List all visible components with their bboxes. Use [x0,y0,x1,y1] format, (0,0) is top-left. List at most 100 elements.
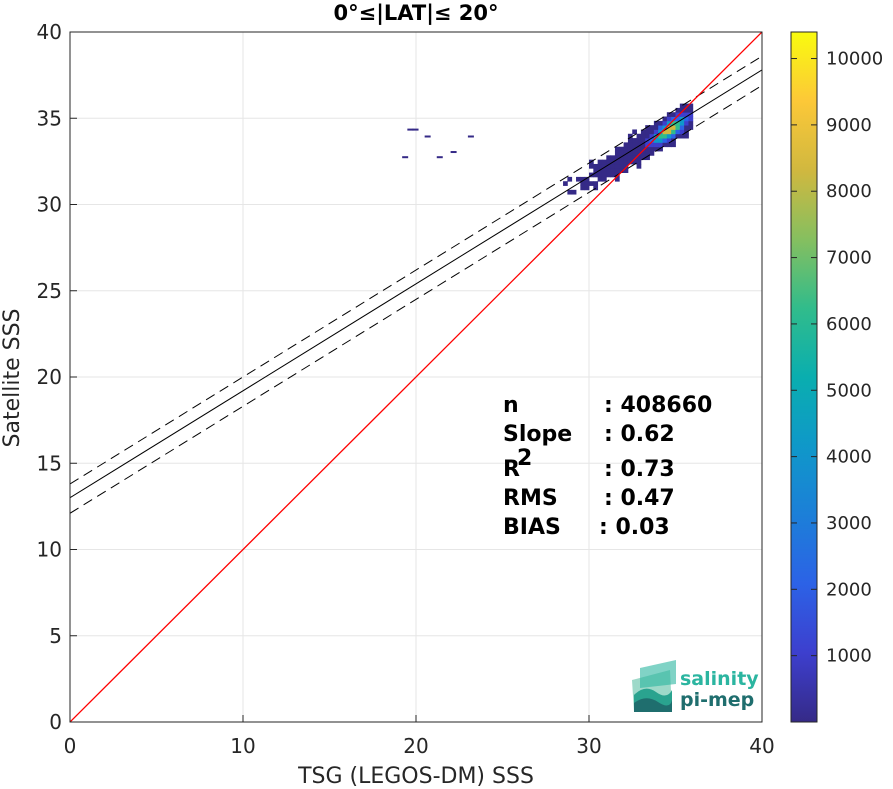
heatmap-cell [649,125,655,130]
heatmap-cell [645,142,650,148]
stat-value-n: : 408660 [604,393,712,418]
lower-bound-line [70,85,762,514]
heatmap-cell [580,181,586,186]
heatmap-cell [649,133,655,139]
logo-text-pimep: pi-mep [680,689,754,711]
heatmap-cell [614,159,620,165]
wave-logo-icon [632,660,676,712]
heatmap-cell [666,116,672,122]
x-axis-label: TSG (LEGOS-DM) SSS [297,764,534,789]
heatmap-cell [601,176,607,182]
heatmap-cell [684,120,689,126]
heatmap-cell [688,120,694,126]
heatmap-cell [679,107,685,113]
heatmap-cell [671,133,676,139]
heatmap-cell [640,142,646,148]
heatmap-cell [671,116,676,122]
heatmap-cell [679,129,685,135]
y-tick-label: 15 [37,451,62,475]
heatmap-cell [632,159,637,165]
heatmap-cell [636,163,642,169]
heatmap-cell [666,129,672,135]
heatmap-cell [666,112,672,117]
heatmap-cell [627,133,633,139]
heatmap-cell [614,155,620,161]
colorbar-tick-label: 1000 [826,646,872,667]
heatmap-cell [597,159,603,165]
heatmap-cell [649,138,655,143]
heatmap-cell [645,151,650,156]
heatmap-cell [662,133,668,139]
upper-bound-line [70,55,762,485]
heatmap-cell [450,151,457,154]
heatmap-cell [658,138,663,143]
heatmap-cell [402,156,409,159]
regression-line [70,69,762,499]
heatmap-cell [580,185,586,191]
heatmap-cell [567,176,573,182]
heatmap-cell [610,168,616,173]
heatmap-cell [640,151,646,156]
y-axis-label: Satellite SSS [0,309,25,448]
heatmap-cell [671,112,676,117]
stat-value-rms: : 0.47 [604,486,675,511]
heatmap-cell [584,181,590,186]
heatmap-cell [671,120,676,126]
heatmap-cell [623,146,629,152]
heatmap-cell [662,138,668,143]
heatmap-cell [666,120,672,126]
heatmap-cell [653,125,659,130]
heatmap-cell [606,155,612,161]
heatmap-cell [619,168,624,173]
heatmap-cell [424,135,431,138]
heatmap-cell [614,176,620,182]
heatmap-cell [632,151,637,156]
heatmap-cell [584,176,590,182]
heatmap-cell [658,133,663,139]
heatmap-cell [662,120,668,126]
heatmap-cell [601,168,607,173]
heatmap-cell [589,181,594,186]
heatmap-cell [675,116,681,122]
heatmap-cell [593,172,599,178]
heatmap-cell [658,129,663,135]
x-tick-label: 0 [64,734,77,758]
heatmap-cell [632,129,637,135]
heatmap-cell [675,120,681,126]
heatmap-cell [601,172,607,178]
fit-lines [70,32,762,722]
heatmap-cell [688,116,694,122]
heatmap-cell [610,155,616,161]
heatmap-cell [589,163,594,169]
heatmap-cell [614,146,620,152]
colorbar-tick-label: 3000 [826,513,872,534]
heatmap-cell [627,159,633,165]
heatmap-cell [593,185,599,191]
heatmap-cell [653,133,659,139]
heatmap-cell [653,146,659,152]
heatmap-cell [623,151,629,156]
heatmap-cell [649,142,655,148]
heatmap-cell [640,138,646,143]
heatmap-cell [658,125,663,130]
heatmap-cell [666,138,672,143]
stat-value-r: : 0.73 [604,457,675,482]
heatmap-cell [593,168,599,173]
heatmap-cell [636,159,642,165]
y-tick-label: 10 [37,538,62,562]
colorbar [790,31,818,723]
heatmap-cell [606,163,612,169]
heatmap-cell [636,138,642,143]
heatmap-cell [580,176,586,182]
y-tick-label: 0 [49,710,62,734]
heatmap-cell [640,155,646,161]
heatmap-cell [688,125,694,130]
heatmap-cell [645,133,650,139]
heatmap-cell [436,156,443,159]
stat-value-slope: : 0.62 [604,422,675,447]
heatmap-cell [675,125,681,130]
heatmap-cell [576,176,581,182]
colorbar-tick-label: 10000 [826,49,883,70]
heatmap-cell [658,142,663,148]
